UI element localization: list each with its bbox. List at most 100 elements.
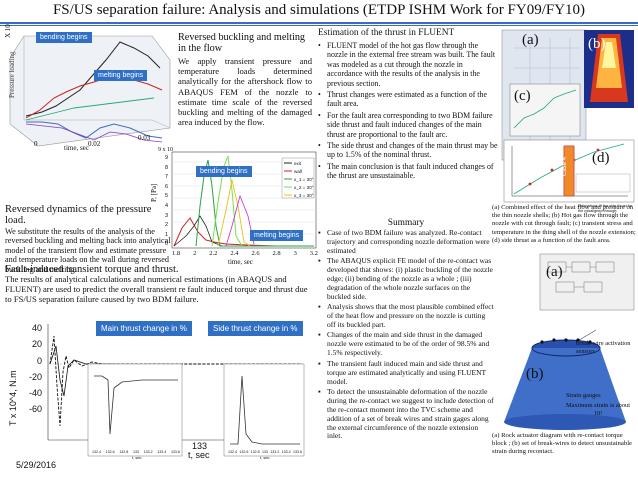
melting-begins-label: melting begins <box>94 70 148 81</box>
inset-side-xticks: 132.4 132.6 132.8 133 133.2 133.4 133.6 <box>228 450 302 454</box>
reversed-dynamics-plot <box>9 35 171 147</box>
chart-yaxis-label: X 10 <box>4 24 12 38</box>
fault-heading: Fault-induced transient torque and thrus… <box>5 264 179 275</box>
pressure-chart-yticks: 9 8 7 6 5 4 3 2 1 0 <box>165 154 168 250</box>
x-tick: 132.4 <box>92 450 101 454</box>
fluent-bullet: Thrust changes were estimated as a funct… <box>318 90 498 109</box>
x-tick: 2.8 <box>272 250 281 257</box>
x-tick: 133.4 <box>281 450 291 454</box>
summary-heading: Summary <box>387 218 425 228</box>
actuator-caption: (a) Rock actuator diagram with re-contac… <box>492 432 633 456</box>
inset-main-xticks: 132.4 132.6 132.8 133 133.2 133.4 133.6 <box>92 450 180 454</box>
fluent-section: Estimation of the thrust in FLUENT FLUEN… <box>318 28 498 183</box>
x-tick: 133.2 <box>270 450 280 454</box>
y-tick: 0 <box>36 355 42 366</box>
x-tick: 2.4 <box>230 250 239 257</box>
side-thrust-label: Side thrust change in % <box>208 321 303 336</box>
x-tick: 132.6 <box>239 450 249 454</box>
torque-chart: 40 20 0 -20 -40 -60 T x 10^4, N.m Main t… <box>2 316 310 462</box>
legend-item: wall <box>294 169 302 174</box>
y-tick: -40 <box>28 388 42 399</box>
torque-xtick-133: 133 <box>192 441 208 451</box>
x-tick: 133 <box>132 450 139 454</box>
legend-item: x_3 = 30° <box>294 193 314 198</box>
x-tick: 132.8 <box>119 450 129 454</box>
fluent-bullet: FLUENT model of the hot gas flow through… <box>318 41 498 88</box>
date-label: 5/29/2016 <box>16 460 57 470</box>
y-tick: 20 <box>31 339 42 350</box>
fault-section-text: Fault-induced transient torque and thrus… <box>5 264 310 304</box>
x-tick-1: 0.02 <box>88 140 101 148</box>
x-tick: 133.4 <box>157 450 167 454</box>
break-wire-label: break-wire activation sensors <box>576 340 631 355</box>
x-tick: 2 <box>193 250 197 257</box>
fig-label-b: (b) <box>588 36 606 52</box>
y-tick: 8 <box>165 164 169 171</box>
actuator-label-a: (a) <box>546 264 563 280</box>
summary-section: Summary Case of two BDM failure was anal… <box>318 218 494 443</box>
y-tick: 5 <box>165 193 169 200</box>
x-tick: 1.8 <box>172 250 181 257</box>
y-tick: -60 <box>28 404 42 415</box>
summary-bullet: To detect the unsustainable deformation … <box>318 387 494 441</box>
inset-main-xlabel: t, sec <box>132 455 142 460</box>
summary-bullet: Case of two BDM failure was analyzed. Re… <box>318 228 494 256</box>
pressure-chart-xaxis: time, sec <box>228 258 253 266</box>
torque-xlabel: t, sec <box>188 450 210 460</box>
reversed-dynamics-body: We substitute the results of the analysi… <box>5 227 171 274</box>
legend-item: x_2 = 30° <box>294 185 314 190</box>
pressure-chart: 9 x 10 P, [Pa] exit wall x_1 = 30° x_2 =… <box>150 146 318 266</box>
summary-bullet: Changes of the main and side thrust in t… <box>318 331 494 358</box>
bending-begins-label: bending begins <box>36 32 92 43</box>
chart-yaxis-side-label: Pressure loading <box>8 51 16 98</box>
y-tick: 4 <box>165 202 169 209</box>
summary-bullet: Analysis shows that the most plausible c… <box>318 302 494 330</box>
x-tick-2: 0.03 <box>138 134 151 142</box>
estimation-note: Estimations of the side thrust for the m… <box>578 204 633 213</box>
fluent-figures: (a) (b) (c) (d) Case 4 Estimations of th… <box>500 28 636 213</box>
strain-gauges-label: Strain gauges <box>566 392 601 399</box>
reversed-buckling-heading: Reversed buckling and melting in the flo… <box>178 32 306 54</box>
case-4-label: Case 4 <box>562 156 568 176</box>
torque-ylabel: T x 10^4, N.m <box>8 370 18 426</box>
fluent-bullets: FLUENT model of the hot gas flow through… <box>318 41 498 181</box>
legend-item: x_1 = 30° <box>294 177 314 182</box>
fig-label-d: (d) <box>592 150 610 166</box>
title-rule-bottom <box>0 25 638 26</box>
page-title: FS/US separation failure: Analysis and s… <box>52 2 586 18</box>
x-tick: 132.8 <box>250 450 260 454</box>
summary-bullets: Case of two BDM failure was analyzed. Re… <box>318 228 494 441</box>
pressure-chart-yaxis: P, [Pa] <box>150 183 158 202</box>
fluent-bullet: The main conclusion is that fault induce… <box>318 162 498 181</box>
y-tick: 2 <box>165 222 169 229</box>
reversed-dynamics-text: Reversed dynamics of the pressure load. … <box>5 204 173 274</box>
actuator-graphics <box>504 253 635 430</box>
melting-begins-label-2: melting begins <box>250 230 304 241</box>
y-tick: 0 <box>165 241 169 248</box>
actuator-label-b: (b) <box>526 366 544 382</box>
x-tick: 3 <box>293 250 297 257</box>
max-strain-label: Maximum strain is about 10² <box>565 402 631 417</box>
reversed-buckling-body: We apply transient pressure and temperat… <box>178 56 312 128</box>
pressure-chart-legend: exit wall x_1 = 30° x_2 = 30° x_3 = 30° <box>294 160 314 200</box>
fluent-heading: Estimation of the thrust in FLUENT <box>318 28 455 38</box>
main-thrust-label: Main thrust change in % <box>96 321 192 336</box>
actuator-figure: (a) (b) break-wire activation sensors St… <box>496 250 636 432</box>
x-tick: 133.6 <box>292 450 302 454</box>
reversed-dynamics-heading: Reversed dynamics of the pressure load. <box>5 204 152 226</box>
x-tick: 132.6 <box>105 450 115 454</box>
fig-label-c: (c) <box>514 88 531 104</box>
reversed-buckling-text: Reversed buckling and melting in the flo… <box>178 32 312 127</box>
torque-plot <box>47 324 305 457</box>
pressure-chart-xticks: 1.8 2 2.2 2.4 2.6 2.8 3 3.2 <box>172 250 318 258</box>
y-tick: 9 <box>165 155 169 161</box>
fault-body: The results of analytical calculations a… <box>5 274 308 304</box>
pressure-chart-exp: 9 x 10 <box>158 147 173 153</box>
y-tick: -20 <box>28 371 42 382</box>
summary-bullet: The ABAQUS explicit FE model of the re-c… <box>318 256 494 302</box>
x-tick: 132.4 <box>228 450 237 454</box>
x-tick-0: 0 <box>34 140 38 148</box>
reversed-dynamics-chart: X 10 Pressure loading bending begins mel… <box>2 24 174 152</box>
fluent-figure-graphics <box>501 29 635 203</box>
x-tick: 133 <box>261 450 268 454</box>
